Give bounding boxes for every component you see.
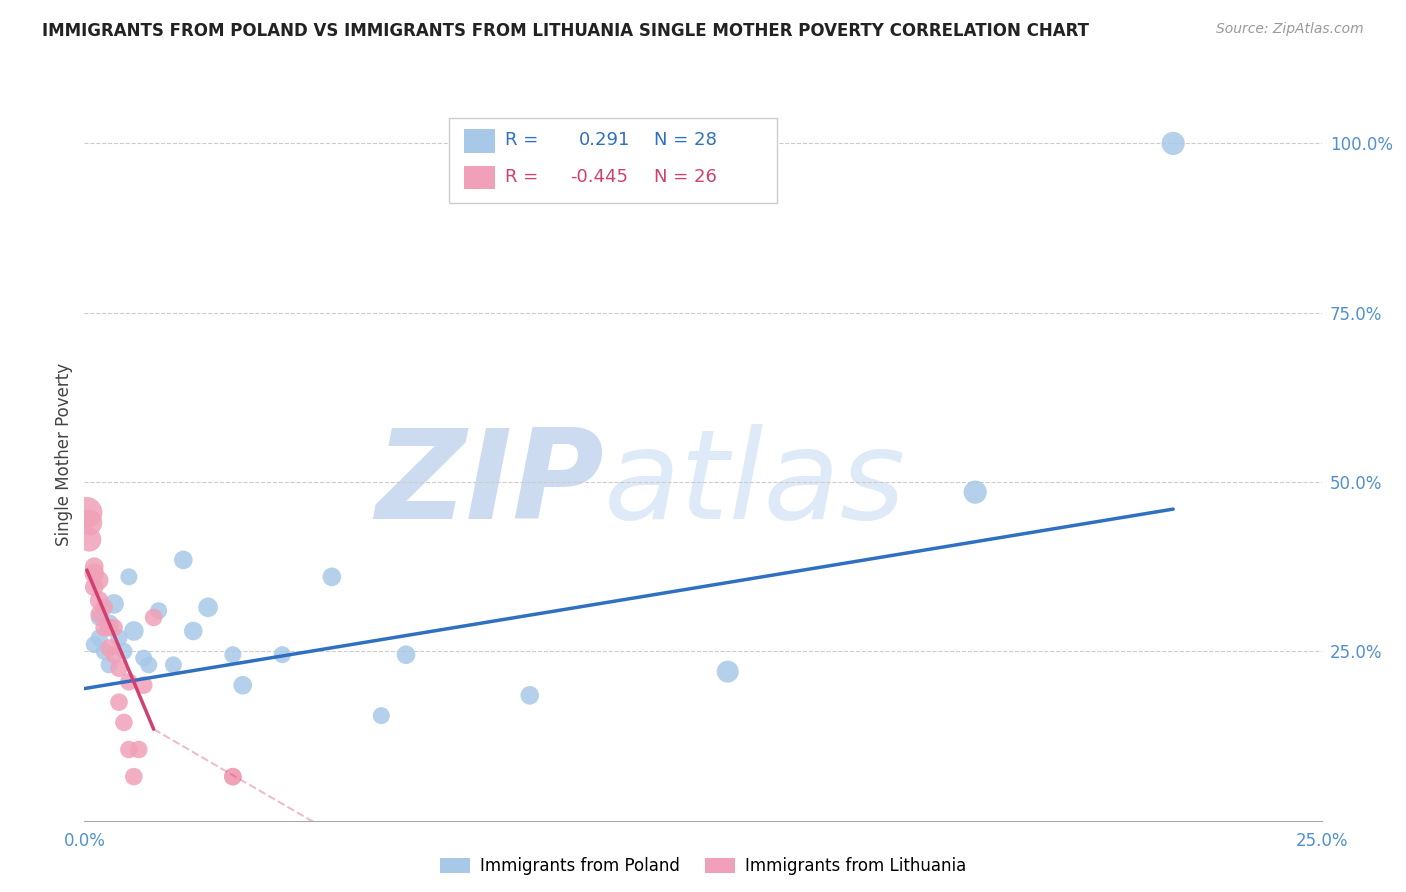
Point xyxy=(222,770,245,784)
Text: R =: R = xyxy=(505,168,538,186)
Point xyxy=(76,506,98,520)
Point xyxy=(181,624,204,638)
Text: Source: ZipAtlas.com: Source: ZipAtlas.com xyxy=(1216,22,1364,37)
Point xyxy=(103,648,125,662)
Point xyxy=(98,617,121,632)
Point xyxy=(138,657,160,672)
Point xyxy=(321,570,343,584)
Point xyxy=(98,640,121,655)
Point xyxy=(271,648,294,662)
Point xyxy=(118,742,141,756)
Point xyxy=(98,657,121,672)
Point xyxy=(83,580,105,594)
Point xyxy=(89,610,111,624)
Bar xyxy=(464,166,495,189)
Point xyxy=(108,695,131,709)
Text: ZIP: ZIP xyxy=(375,424,605,545)
Point xyxy=(122,624,145,638)
Point xyxy=(118,570,141,584)
Point xyxy=(122,770,145,784)
Point xyxy=(232,678,254,692)
Point xyxy=(197,600,219,615)
Point xyxy=(395,648,418,662)
Point xyxy=(222,770,245,784)
Point xyxy=(79,533,101,547)
Point xyxy=(717,665,740,679)
Point xyxy=(89,607,111,621)
Text: atlas: atlas xyxy=(605,424,905,545)
Point xyxy=(98,621,121,635)
Point xyxy=(89,573,111,587)
Point xyxy=(370,708,392,723)
Point xyxy=(1161,136,1184,151)
Point xyxy=(79,516,101,530)
Point xyxy=(93,600,115,615)
Text: R =: R = xyxy=(505,131,538,149)
Point xyxy=(108,631,131,645)
Point xyxy=(222,648,245,662)
Point xyxy=(103,597,125,611)
Y-axis label: Single Mother Poverty: Single Mother Poverty xyxy=(55,363,73,547)
Text: N = 28: N = 28 xyxy=(654,131,717,149)
Point xyxy=(93,644,115,658)
Point xyxy=(148,604,170,618)
Point xyxy=(142,610,165,624)
Point xyxy=(108,661,131,675)
Bar xyxy=(464,129,495,153)
Point xyxy=(89,631,111,645)
Point xyxy=(132,678,155,692)
Point xyxy=(83,559,105,574)
Point xyxy=(162,657,184,672)
Point xyxy=(89,593,111,607)
Point xyxy=(132,651,155,665)
Point xyxy=(83,566,105,581)
Point xyxy=(83,638,105,652)
Point xyxy=(128,742,150,756)
Point xyxy=(112,715,135,730)
Point xyxy=(172,553,194,567)
Point xyxy=(93,621,115,635)
FancyBboxPatch shape xyxy=(450,119,778,202)
Point xyxy=(103,621,125,635)
Point xyxy=(519,689,541,703)
Point xyxy=(112,644,135,658)
Text: N = 26: N = 26 xyxy=(654,168,717,186)
Text: -0.445: -0.445 xyxy=(571,168,628,186)
Text: IMMIGRANTS FROM POLAND VS IMMIGRANTS FROM LITHUANIA SINGLE MOTHER POVERTY CORREL: IMMIGRANTS FROM POLAND VS IMMIGRANTS FRO… xyxy=(42,22,1090,40)
Point xyxy=(118,674,141,689)
Legend: Immigrants from Poland, Immigrants from Lithuania: Immigrants from Poland, Immigrants from … xyxy=(433,850,973,882)
Text: 0.291: 0.291 xyxy=(579,131,631,149)
Point xyxy=(965,485,987,500)
